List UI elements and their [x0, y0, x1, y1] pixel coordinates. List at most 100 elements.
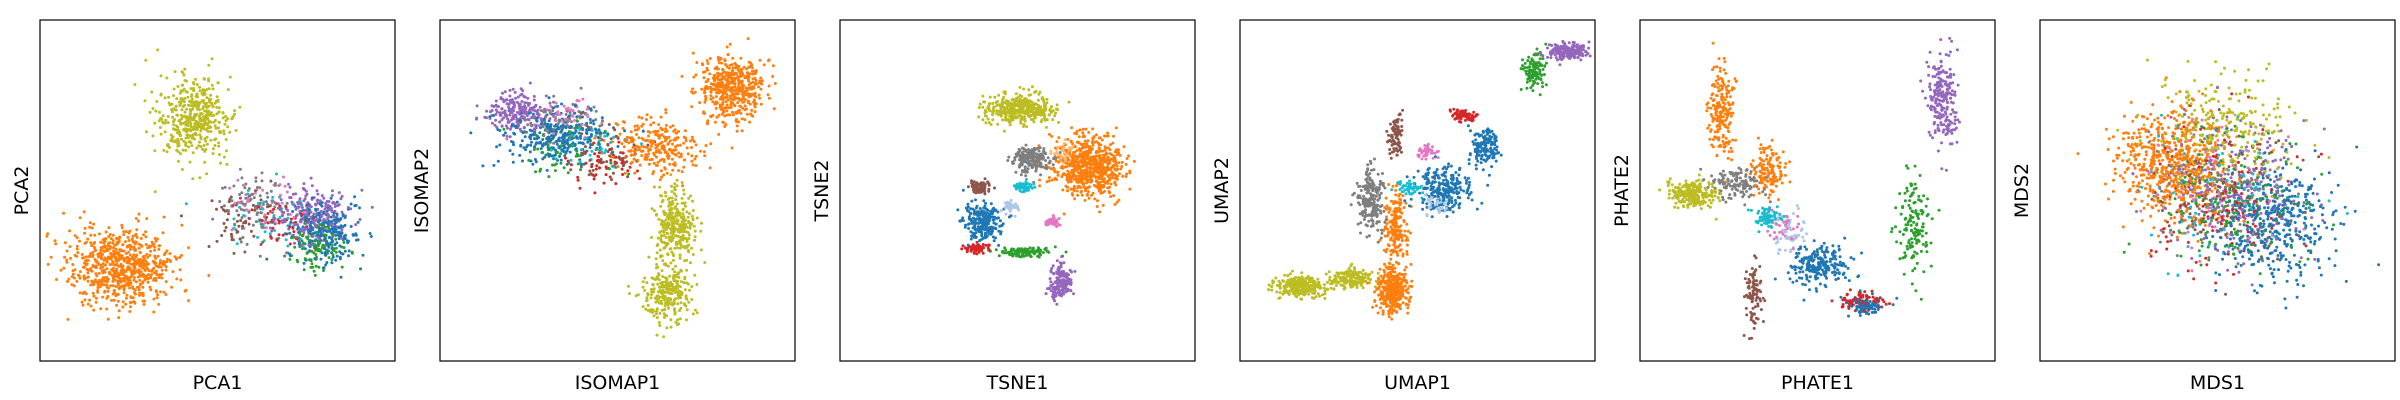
scatter-point-olive — [1007, 104, 1011, 108]
scatter-point-olive — [661, 275, 665, 279]
scatter-point-olive — [685, 308, 689, 312]
scatter-point-blue — [523, 130, 527, 134]
scatter-point-purple — [291, 233, 295, 237]
scatter-point-blue — [511, 160, 515, 164]
scatter-point-blue — [325, 230, 329, 234]
scatter-point-orange — [170, 285, 174, 289]
scatter-point-olive — [665, 326, 669, 330]
scatter-point-pink — [537, 124, 541, 127]
scatter-point-gray — [542, 134, 546, 138]
scatter-point-orange — [121, 305, 125, 309]
scatter-point-olive — [674, 275, 678, 279]
scatter-point-green — [331, 233, 335, 237]
scatter-point-olive — [688, 212, 691, 216]
scatter-point-olive — [144, 58, 148, 62]
scatter-point-orange — [102, 258, 106, 262]
scatter-point-orange — [663, 150, 667, 154]
scatter-point-orange — [1112, 134, 1115, 138]
scatter-point-orange — [705, 59, 709, 63]
scatter-point-gray — [254, 206, 258, 210]
scatter-point-brown — [269, 179, 273, 183]
scatter-point-blue — [569, 126, 573, 129]
scatter-point-orange — [651, 140, 655, 144]
scatter-point-purple — [508, 100, 512, 104]
scatter-point-orange — [714, 102, 718, 106]
scatter-point-orange — [85, 258, 89, 262]
scatter-point-orange — [728, 86, 732, 90]
scatter-point-olive — [656, 282, 660, 286]
scatter-point-orange — [717, 132, 721, 136]
scatter-point-olive — [669, 235, 673, 239]
scatter-point-red — [566, 159, 570, 163]
scatter-point-orange — [122, 270, 126, 274]
scatter-point-olive — [167, 95, 171, 99]
scatter-point-brown — [251, 203, 255, 207]
scatter-point-blue — [339, 275, 343, 279]
scatter-point-olive — [1034, 89, 1038, 93]
scatter-point-olive — [225, 162, 229, 166]
scatter-point-green — [327, 227, 331, 231]
scatter-point-blue — [560, 129, 564, 133]
scatter-point-orange — [111, 292, 115, 296]
scatter-point-orange — [162, 215, 166, 219]
scatter-point-cyan — [604, 149, 608, 153]
scatter-point-green — [334, 250, 338, 254]
scatter-point-orange — [121, 300, 125, 304]
scatter-point-blue — [321, 266, 325, 270]
scatter-point-blue — [546, 122, 550, 126]
scatter-point-orange — [678, 155, 682, 159]
scatter-point-orange — [745, 112, 749, 116]
scatter-point-pink — [253, 191, 257, 195]
scatter-point-blue — [575, 115, 579, 119]
scatter-point-orange — [114, 256, 117, 260]
scatter-point-olive — [177, 119, 181, 123]
scatter-point-orange — [709, 142, 713, 146]
scatter-point-blue — [495, 145, 499, 149]
scatter-point-pink — [242, 183, 246, 187]
scatter-point-gray — [571, 102, 575, 106]
scatter-point-blue — [600, 116, 604, 120]
scatter-point-orange — [118, 280, 122, 284]
scatter-point-red — [620, 161, 624, 165]
scatter-point-orange — [731, 72, 735, 76]
scatter-point-blue — [503, 131, 507, 135]
scatter-point-cyan — [272, 214, 276, 217]
scatter-point-orange — [662, 173, 666, 177]
scatter-point-olive — [695, 283, 699, 286]
scatter-point-orange — [724, 106, 728, 110]
scatter-point-orange — [145, 267, 149, 270]
scatter-point-gray — [240, 176, 244, 180]
scatter-point-purple — [497, 105, 500, 108]
scatter-point-orange — [101, 271, 105, 275]
scatter-point-gray — [251, 223, 255, 227]
scatter-point-orange — [647, 149, 651, 153]
scatter-point-orange — [89, 283, 93, 287]
scatter-point-olive — [183, 110, 187, 114]
scatter-point-purple — [492, 104, 496, 108]
scatter-point-olive — [689, 194, 692, 198]
scatter-point-blue — [340, 231, 344, 235]
scatter-point-orange — [723, 114, 727, 118]
scatter-point-olive — [670, 303, 674, 307]
scatter-point-orange — [83, 241, 87, 245]
scatter-point-blue — [552, 157, 556, 161]
scatter-point-green — [539, 167, 543, 171]
scatter-point-olive — [650, 287, 653, 291]
scatter-point-green — [293, 245, 297, 249]
scatter-point-orange — [729, 100, 733, 103]
scatter-point-olive — [183, 67, 187, 71]
scatter-point-orange — [147, 269, 151, 273]
scatter-point-purple — [518, 107, 522, 111]
scatter-point-purple — [320, 209, 323, 213]
scatter-point-orange — [94, 249, 97, 252]
scatter-point-orange — [154, 289, 158, 293]
scatter-point-olive — [189, 94, 193, 98]
scatter-point-olive — [218, 131, 222, 135]
scatter-point-orange — [139, 237, 143, 240]
scatter-point-brown — [215, 239, 219, 243]
scatter-point-blue — [353, 195, 357, 199]
scatter-point-green — [317, 265, 321, 269]
scatter-point-cyan — [570, 133, 574, 137]
scatter-point-gray — [234, 228, 238, 232]
